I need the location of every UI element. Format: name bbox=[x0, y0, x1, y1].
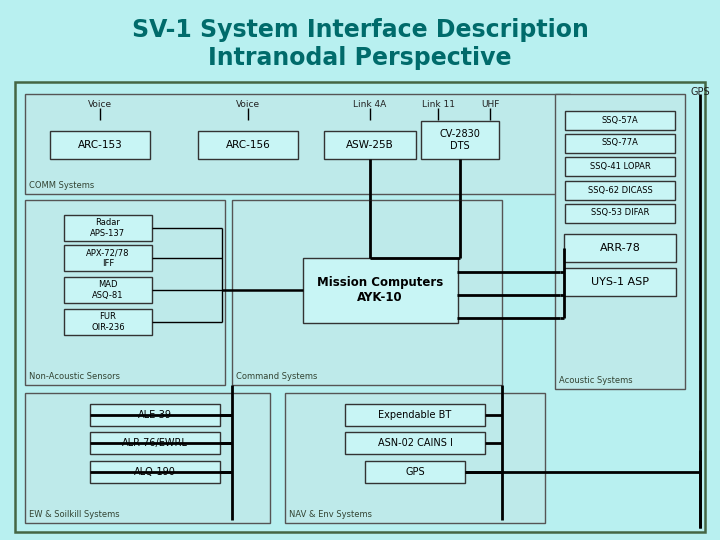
Text: ARC-153: ARC-153 bbox=[78, 140, 122, 150]
Bar bbox=[565, 111, 675, 130]
Bar bbox=[564, 268, 676, 296]
Text: Link 4A: Link 4A bbox=[354, 100, 387, 109]
Text: Link 11: Link 11 bbox=[421, 100, 454, 109]
Text: Acoustic Systems: Acoustic Systems bbox=[559, 376, 633, 385]
Text: Non-Acoustic Sensors: Non-Acoustic Sensors bbox=[29, 372, 120, 381]
Bar bbox=[64, 245, 152, 271]
Bar bbox=[302, 258, 457, 322]
Text: ALE-39: ALE-39 bbox=[138, 410, 172, 420]
Bar bbox=[232, 200, 502, 385]
Text: Mission Computers
AYK-10: Mission Computers AYK-10 bbox=[317, 276, 443, 304]
Text: APX-72/78
IFF: APX-72/78 IFF bbox=[86, 248, 130, 268]
Bar bbox=[565, 157, 675, 176]
Text: EW & Soilkill Systems: EW & Soilkill Systems bbox=[29, 510, 120, 519]
Bar bbox=[90, 404, 220, 426]
Text: ALR-76/EWRL: ALR-76/EWRL bbox=[122, 438, 188, 448]
Bar bbox=[64, 309, 152, 335]
Text: SSQ-77A: SSQ-77A bbox=[602, 138, 639, 147]
Text: UHF: UHF bbox=[481, 100, 499, 109]
Text: GPS: GPS bbox=[690, 87, 710, 97]
Text: Expendable BT: Expendable BT bbox=[379, 410, 451, 420]
Text: Radar
APS-137: Radar APS-137 bbox=[91, 218, 125, 238]
Text: Voice: Voice bbox=[236, 100, 260, 109]
Text: MAD
ASQ-81: MAD ASQ-81 bbox=[92, 280, 124, 300]
Bar bbox=[565, 204, 675, 222]
Text: Intranodal Perspective: Intranodal Perspective bbox=[208, 46, 512, 70]
Bar bbox=[25, 393, 270, 523]
Bar bbox=[345, 404, 485, 426]
Text: CV-2830
DTS: CV-2830 DTS bbox=[440, 129, 480, 151]
Bar bbox=[565, 180, 675, 199]
Text: SSQ-53 DIFAR: SSQ-53 DIFAR bbox=[591, 208, 649, 218]
Bar bbox=[64, 215, 152, 241]
Text: UYS-1 ASP: UYS-1 ASP bbox=[591, 277, 649, 287]
Bar bbox=[565, 133, 675, 152]
Bar bbox=[421, 121, 499, 159]
Text: ALQ-190: ALQ-190 bbox=[134, 467, 176, 477]
Bar bbox=[25, 200, 225, 385]
Text: SSQ-41 LOPAR: SSQ-41 LOPAR bbox=[590, 161, 650, 171]
Text: ARR-78: ARR-78 bbox=[600, 243, 640, 253]
Bar bbox=[564, 234, 676, 262]
Text: ASW-25B: ASW-25B bbox=[346, 140, 394, 150]
Bar bbox=[25, 94, 570, 194]
Bar bbox=[555, 94, 685, 389]
Bar bbox=[324, 131, 416, 159]
Text: Command Systems: Command Systems bbox=[236, 372, 318, 381]
Bar bbox=[198, 131, 298, 159]
Text: COMM Systems: COMM Systems bbox=[29, 181, 94, 190]
Text: Voice: Voice bbox=[88, 100, 112, 109]
Bar bbox=[50, 131, 150, 159]
Bar bbox=[15, 82, 705, 532]
Text: SSQ-62 DICASS: SSQ-62 DICASS bbox=[588, 186, 652, 194]
Bar bbox=[345, 432, 485, 454]
Bar bbox=[90, 432, 220, 454]
Bar bbox=[365, 461, 465, 483]
Bar bbox=[90, 461, 220, 483]
Text: SSQ-57A: SSQ-57A bbox=[602, 116, 639, 125]
Text: SV-1 System Interface Description: SV-1 System Interface Description bbox=[132, 18, 588, 42]
Text: ASN-02 CAINS I: ASN-02 CAINS I bbox=[377, 438, 452, 448]
Text: GPS: GPS bbox=[405, 467, 425, 477]
Bar bbox=[285, 393, 545, 523]
Text: NAV & Env Systems: NAV & Env Systems bbox=[289, 510, 372, 519]
Text: FUR
OIR-236: FUR OIR-236 bbox=[91, 312, 125, 332]
Text: ARC-156: ARC-156 bbox=[225, 140, 271, 150]
Bar bbox=[64, 277, 152, 303]
